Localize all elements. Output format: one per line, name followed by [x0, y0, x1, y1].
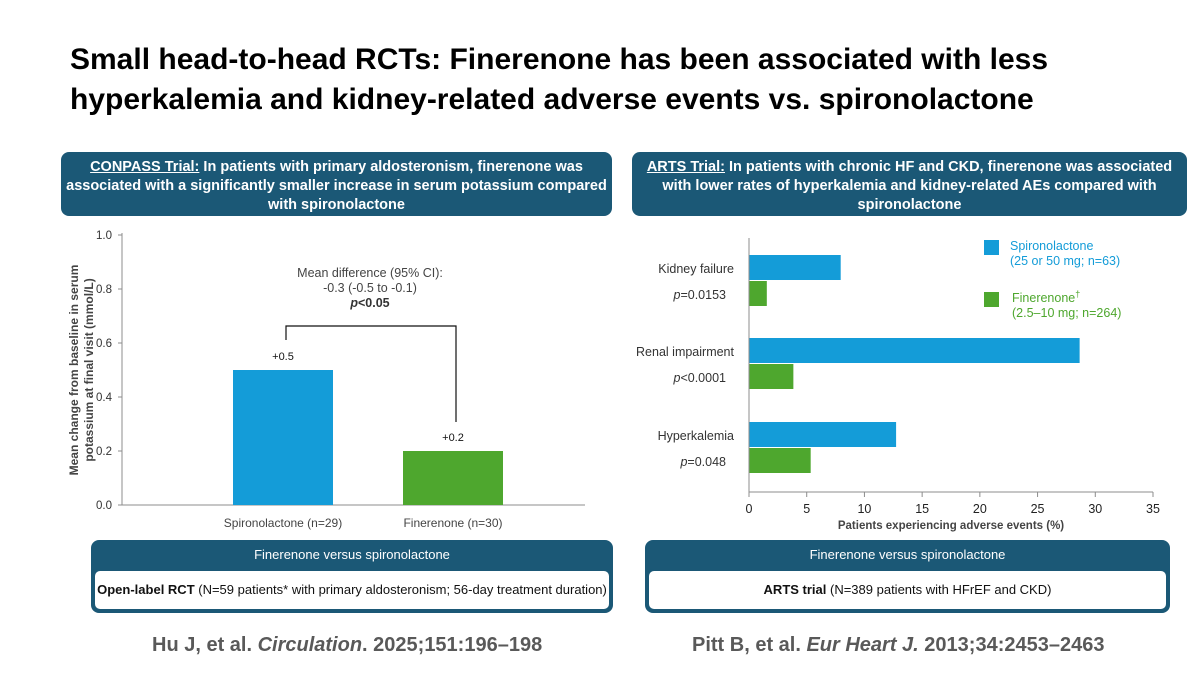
legend-detail-spironolactone: (25 or 50 mg; n=63) [1010, 254, 1120, 268]
bar-finerenone [749, 281, 767, 306]
y-tick-label: 0.0 [96, 500, 112, 512]
y-axis-title-line1: Mean change from baseline in serum [67, 265, 81, 476]
arts-box-bold: ARTS trial [763, 582, 827, 597]
x-tick-label: 15 [915, 502, 929, 516]
bar-data-label: +0.5 [272, 351, 294, 363]
annotation-line1: Mean difference (95% CI): [297, 266, 443, 280]
x-axis-title: Patients experiencing adverse events (%) [838, 520, 1064, 532]
x-tick-label: 20 [973, 502, 987, 516]
p-value-italic: p [673, 288, 681, 302]
conpass-bar-chart: 0.0 0.2 0.4 0.6 0.8 1.0 Mean change from basel… [67, 230, 585, 530]
legend-label-finerenone: Finerenone† [1012, 289, 1080, 305]
x-tick-label: 0 [746, 502, 753, 516]
arts-header-text: In patients with chronic HF and CKD, fin… [662, 159, 1173, 213]
annotation-p-rest: <0.05 [358, 296, 390, 310]
bar-spironolactone [233, 370, 333, 505]
conpass-header-text: In patients with primary aldosteronism, … [66, 159, 607, 213]
citation-pitt-authors: Pitt B, et al. [692, 634, 807, 656]
bar-spironolactone [749, 255, 841, 280]
x-tick-label: 30 [1088, 502, 1102, 516]
bar-finerenone [749, 448, 811, 473]
bar-finerenone [403, 451, 503, 505]
p-value-label: p<0.0001 [673, 371, 727, 385]
slide-title: Small head-to-head RCTs: Finerenone has … [70, 43, 1049, 116]
y-tick-label: 0.2 [96, 446, 112, 458]
citation-hu-rest: . 2025;151:196–198 [362, 634, 543, 656]
p-value-label: p=0.048 [679, 455, 726, 469]
x-category-label: Finerenone (n=30) [403, 516, 502, 530]
bar-spironolactone [749, 422, 897, 447]
y-tick-label: 0.8 [96, 284, 112, 296]
citation-hu-journal: Circulation [257, 634, 363, 656]
arts-box-text: (N=389 patients with HFrEF and CKD) [826, 582, 1052, 597]
p-value-rest: =0.048 [687, 455, 726, 469]
conpass-box-detail: Open-label RCT (N=59 patients* with prim… [93, 569, 611, 611]
x-category-label: Spironolactone (n=29) [224, 516, 342, 530]
legend-label-finerenone-name: Finerenone [1012, 291, 1075, 305]
y-tick-label: 1.0 [96, 230, 112, 242]
p-value-rest: =0.0153 [680, 288, 726, 302]
x-tick-label: 10 [857, 502, 871, 516]
comparison-bracket [285, 325, 457, 422]
p-value-italic: p [673, 371, 681, 385]
bar-spironolactone [749, 338, 1080, 363]
conpass-box-caption: Finerenone versus spironolactone [254, 547, 450, 562]
citation-pitt-rest: 2013;34:2453–2463 [918, 634, 1105, 656]
citation-hu: Hu J, et al. Circulation. 2025;151:196–1… [152, 634, 542, 657]
conpass-box-bold: Open-label RCT [97, 582, 195, 597]
p-value-rest: <0.0001 [680, 371, 726, 385]
bar-finerenone [749, 364, 794, 389]
annotation-p-italic: p [349, 296, 358, 310]
x-tick-label: 25 [1031, 502, 1045, 516]
annotation-line2: -0.3 (-0.5 to -0.1) [323, 281, 417, 295]
conpass-header: CONPASS Trial: In patients with primary … [61, 152, 612, 216]
conpass-study-box: Finerenone versus spironolactone Open-la… [91, 540, 613, 613]
bar-data-label: +0.2 [442, 432, 464, 444]
annotation-p-value: p<0.05 [349, 296, 389, 310]
p-value-label: p=0.0153 [673, 288, 727, 302]
arts-bar-chart: 0 5 10 15 20 25 30 35 Patients experiencing adve… [636, 238, 1160, 532]
conpass-box-text: (N=59 patients* with primary aldosteroni… [194, 582, 607, 597]
arts-header-lead: ARTS Trial: [646, 159, 725, 175]
citation-pitt-journal: Eur Heart J. [806, 634, 919, 656]
legend-label-spironolactone: Spironolactone [1010, 239, 1093, 253]
conpass-header-lead: CONPASS Trial: [90, 159, 200, 175]
legend-swatch-spironolactone [984, 240, 999, 255]
y-category-label: Hyperkalemia [658, 429, 734, 443]
legend-detail-finerenone: (2.5–10 mg; n=264) [1012, 306, 1121, 320]
y-category-label: Renal impairment [636, 345, 734, 359]
legend-swatch-finerenone [984, 292, 999, 307]
y-axis-title-line2: potassium at final visit (mmol/L) [82, 278, 96, 461]
x-tick-label: 5 [803, 502, 810, 516]
arts-box-caption: Finerenone versus spironolactone [809, 547, 1006, 562]
legend-label-finerenone-marker: † [1075, 289, 1080, 299]
p-value-italic: p [679, 455, 687, 469]
citation-hu-authors: Hu J, et al. [152, 634, 258, 656]
y-category-label: Kidney failure [658, 262, 734, 276]
arts-study-box: Finerenone versus spironolactone ARTS tr… [645, 540, 1170, 613]
y-axis-title: Mean change from baseline in serumpotass… [67, 265, 96, 476]
arts-header: ARTS Trial: In patients with chronic HF … [632, 152, 1187, 216]
citation-pitt: Pitt B, et al. Eur Heart J. 2013;34:2453… [692, 634, 1104, 657]
y-tick-label: 0.4 [96, 392, 113, 404]
y-tick-label: 0.6 [96, 338, 112, 350]
x-tick-label: 35 [1146, 502, 1160, 516]
arts-box-detail: ARTS trial (N=389 patients with HFrEF an… [647, 569, 1168, 611]
